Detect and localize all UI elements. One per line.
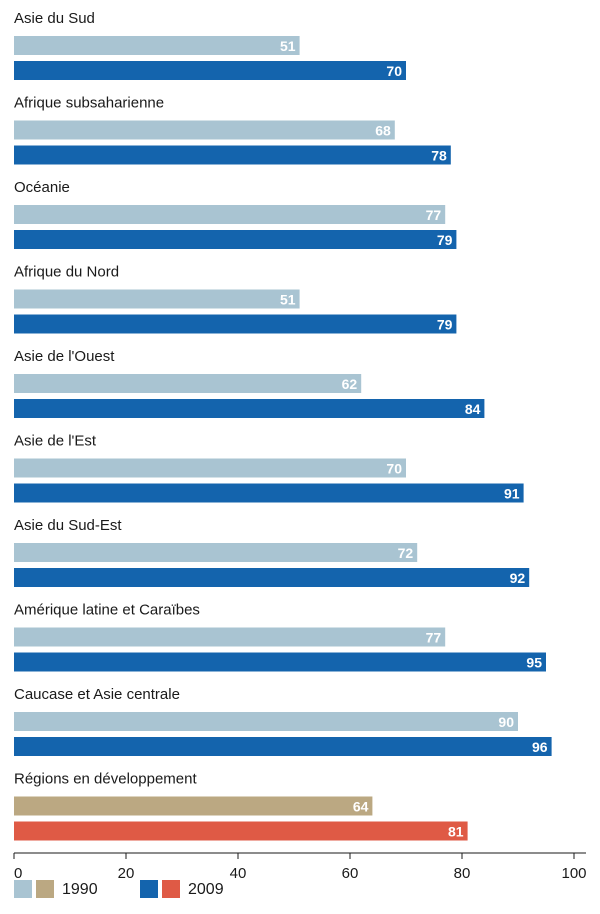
bar-value-label: 72 [398, 545, 414, 561]
bar-1990 [14, 543, 418, 562]
bar-value-label: 77 [426, 630, 442, 646]
bar-1990 [14, 374, 362, 393]
bar-value-label: 95 [526, 655, 542, 671]
bar-2009 [14, 314, 457, 334]
bar-2009 [14, 821, 468, 841]
legend-swatch [140, 880, 158, 898]
x-tick-label: 20 [118, 865, 135, 882]
bar-value-label: 51 [280, 292, 296, 308]
bar-1990 [14, 712, 518, 731]
bar-1990 [14, 458, 406, 478]
category-label: Afrique du Nord [14, 264, 119, 281]
bar-1990 [14, 289, 300, 309]
bar-value-label: 92 [510, 570, 526, 586]
bar-value-label: 90 [498, 714, 514, 730]
bar-value-label: 79 [437, 232, 453, 248]
bar-value-label: 91 [504, 486, 520, 502]
x-tick-label: 40 [230, 865, 247, 882]
category-label: Asie du Sud-Est [14, 517, 122, 534]
legend-label: 1990 [62, 881, 98, 898]
bar-2009 [14, 145, 451, 165]
legend-swatch [14, 880, 32, 898]
category-label: Amérique latine et Caraïbes [14, 602, 200, 619]
legend-swatch [162, 880, 180, 898]
category-label: Asie du Sud [14, 10, 95, 27]
bar-value-label: 68 [375, 123, 391, 139]
category-label: Asie de l'Ouest [14, 348, 115, 365]
category-label: Asie de l'Est [14, 433, 97, 450]
bar-value-label: 70 [386, 461, 402, 477]
category-label: Caucase et Asie centrale [14, 686, 180, 703]
category-label: Régions en développement [14, 771, 197, 788]
bar-1990 [14, 36, 300, 55]
x-tick-label: 100 [561, 865, 586, 882]
category-label: Océanie [14, 179, 70, 196]
bar-value-label: 81 [448, 824, 464, 840]
bar-1990 [14, 627, 446, 647]
bar-value-label: 51 [280, 38, 296, 54]
bar-1990 [14, 205, 446, 224]
bar-value-label: 78 [431, 148, 447, 164]
x-tick-label: 0 [14, 865, 22, 882]
bar-value-label: 77 [426, 207, 442, 223]
legend-label: 2009 [188, 881, 224, 898]
bar-2009 [14, 230, 457, 249]
bar-value-label: 62 [342, 376, 358, 392]
bar-2009 [14, 483, 524, 503]
bar-2009 [14, 652, 546, 672]
bar-1990 [14, 796, 373, 816]
bar-value-label: 79 [437, 317, 453, 333]
bar-2009 [14, 737, 552, 756]
bar-value-label: 96 [532, 739, 548, 755]
bar-value-label: 70 [386, 63, 402, 79]
x-tick-label: 60 [342, 865, 359, 882]
bar-value-label: 84 [465, 401, 481, 417]
bar-2009 [14, 568, 530, 587]
category-label: Afrique subsaharienne [14, 95, 164, 112]
bar-value-label: 64 [353, 799, 369, 815]
bar-1990 [14, 120, 395, 140]
x-tick-label: 80 [454, 865, 471, 882]
bar-2009 [14, 61, 406, 80]
bar-2009 [14, 399, 485, 418]
legend-swatch [36, 880, 54, 898]
